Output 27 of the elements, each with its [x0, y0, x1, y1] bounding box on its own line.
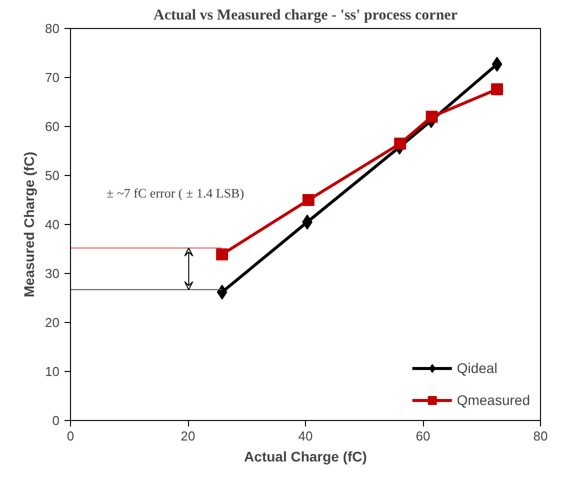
y-tick-label: 50	[45, 168, 60, 183]
point	[491, 83, 504, 96]
annotation: ± ~7 fC error ( ± 1.4 LSB)	[106, 186, 244, 200]
y-tick-label: 20	[45, 315, 60, 330]
y-tick-label: 80	[45, 21, 60, 36]
point	[426, 110, 438, 123]
x-tick-label: 80	[533, 428, 548, 444]
x-tick-label: 60	[416, 428, 430, 444]
legend-label: Qideal	[456, 360, 498, 376]
point	[492, 56, 502, 72]
y-axis-title: Measured Charge (fC)	[21, 152, 38, 298]
y-tick-label: 0	[52, 413, 60, 428]
x-tick-label: 0	[66, 428, 74, 444]
point	[394, 138, 406, 150]
chart-title: Actual vs Measured charge - 'ss' process corner	[154, 8, 458, 24]
y-tick-label: 40	[45, 217, 60, 232]
y-tick-label: 10	[45, 364, 60, 379]
point	[302, 194, 314, 206]
y-tick-label: 70	[45, 70, 60, 85]
point	[216, 284, 228, 300]
x-tick-label: 40	[298, 428, 313, 444]
y-tick-label: 30	[45, 266, 60, 281]
point	[216, 248, 228, 260]
x-axis-title: Actual Charge (fC)	[244, 448, 367, 464]
x-tick-label: 20	[180, 428, 196, 444]
legend-label: Qmeasured	[456, 392, 530, 408]
y-tick-label: 60	[45, 119, 60, 134]
